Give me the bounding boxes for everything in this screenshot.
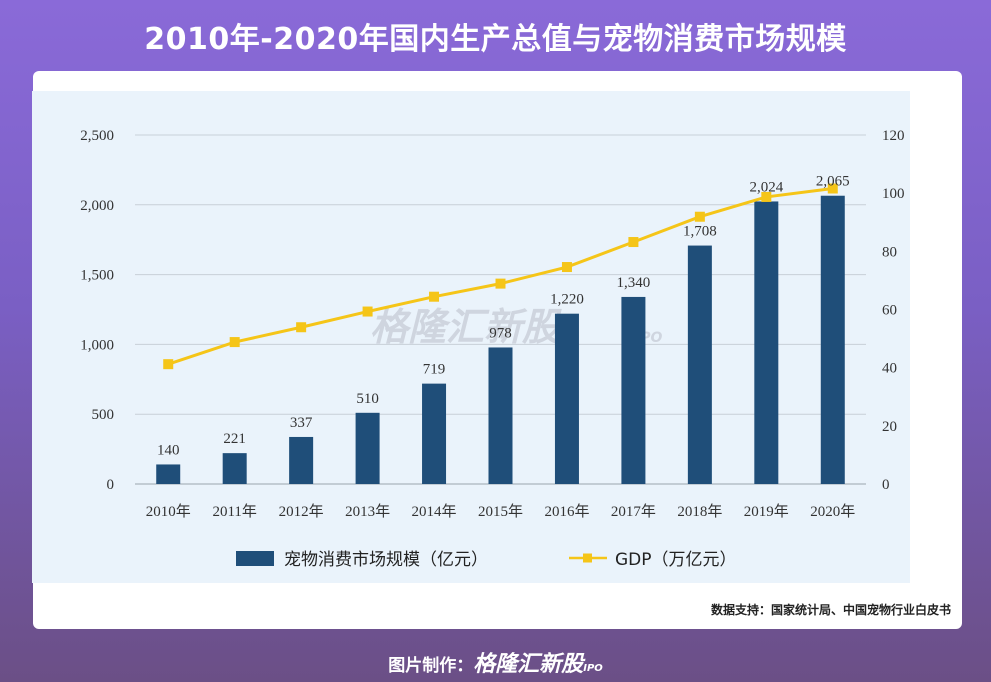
y-right-tick-label: 0: [882, 477, 890, 493]
line-series: [163, 183, 838, 370]
bar-data-label: 1,220: [550, 292, 584, 308]
bar: [289, 436, 314, 484]
bar: [554, 313, 579, 484]
legend-bar-label: 宠物消费市场规模（亿元）: [284, 550, 488, 570]
bar: [621, 296, 646, 484]
y-right-tick-label: 100: [882, 186, 905, 202]
y-right-tick-label: 120: [882, 128, 905, 144]
watermark-brand: 格隆汇新股: [370, 305, 564, 349]
page-title: 2010年-2020年国内生产总值与宠物消费市场规模: [144, 22, 847, 57]
bar-data-label: 221: [223, 431, 246, 447]
footer: 图片制作：格隆汇新股IPO: [0, 646, 991, 678]
gdp-point: [694, 211, 705, 222]
bar: [820, 195, 845, 484]
y-left-tick-label: 1,000: [80, 337, 114, 353]
bar-data-label: 140: [157, 442, 180, 458]
bar-series: [156, 195, 845, 485]
bar-data-label: 2,065: [816, 174, 850, 190]
y-right-tick-label: 20: [882, 419, 897, 435]
gdp-point: [163, 359, 174, 370]
x-tick-label: 2015年: [478, 503, 523, 520]
bar: [488, 347, 513, 484]
bar-data-label: 510: [356, 391, 379, 407]
bar-data-label: 719: [423, 362, 446, 378]
footer-brand: 格隆汇新股: [473, 652, 584, 677]
x-tick-label: 2012年: [279, 503, 324, 520]
bar: [222, 453, 247, 484]
x-tick-label: 2016年: [544, 503, 589, 520]
bar-data-label: 1,340: [617, 275, 651, 291]
gdp-point: [761, 191, 772, 202]
x-tick-label: 2014年: [412, 503, 457, 520]
y-left-tick-label: 2,000: [80, 198, 114, 214]
watermark: 格隆汇新股 IPO: [370, 305, 662, 349]
x-tick-label: 2010年: [146, 503, 191, 520]
y-axis-left: 0 500 1,000 1,500 2,000 2,500: [80, 128, 114, 493]
x-tick-label: 2019年: [744, 503, 789, 520]
y-right-tick-label: 60: [882, 303, 897, 319]
bar: [754, 201, 779, 485]
legend-line-marker: [583, 553, 592, 563]
bar: [687, 245, 712, 484]
bar: [156, 464, 181, 484]
bar-data-label: 2,024: [749, 179, 783, 195]
x-tick-label: 2013年: [345, 503, 390, 520]
x-tick-label: 2020年: [810, 503, 855, 520]
legend-line-label: GDP（万亿元）: [615, 550, 737, 570]
y-left-tick-label: 2,500: [80, 128, 114, 144]
bar: [355, 412, 380, 484]
bar-data-label: 337: [290, 415, 313, 431]
legend-bar-swatch: [236, 551, 274, 566]
gdp-point: [429, 291, 440, 302]
bar-data-label: 978: [489, 325, 512, 341]
gdp-point: [827, 183, 838, 194]
data-labels: 140 221 337 510 719 978 1,220 1,340 1,708 2,024 2,…: [157, 174, 850, 459]
gdp-point: [229, 337, 240, 348]
gdp-point: [561, 262, 572, 273]
footer-prefix: 图片制作：: [388, 656, 474, 676]
y-left-tick-label: 1,500: [80, 268, 114, 284]
y-right-tick-label: 40: [882, 361, 897, 377]
y-left-tick-label: 0: [107, 477, 115, 493]
gdp-point: [362, 306, 373, 317]
x-tick-label: 2011年: [212, 503, 256, 520]
footer-brand-sub: IPO: [583, 663, 603, 674]
gdp-point: [296, 322, 307, 333]
source-note: 数据支持：国家统计局、中国宠物行业白皮书: [710, 603, 951, 617]
bar-data-label: 1,708: [683, 224, 717, 240]
gdp-point: [495, 278, 506, 289]
y-axis-right: 0 20 40 60 80 100 120: [882, 128, 905, 493]
bar: [422, 383, 447, 484]
x-axis: 2010年 2011年 2012年 2013年 2014年 2015年 2016年 2017年…: [146, 503, 856, 520]
y-right-tick-label: 80: [882, 244, 897, 260]
x-tick-label: 2017年: [611, 503, 656, 520]
y-left-tick-label: 500: [92, 407, 115, 423]
legend: 宠物消费市场规模（亿元） GDP（万亿元）: [236, 550, 737, 570]
gdp-point: [628, 237, 639, 248]
x-tick-label: 2018年: [677, 503, 722, 520]
